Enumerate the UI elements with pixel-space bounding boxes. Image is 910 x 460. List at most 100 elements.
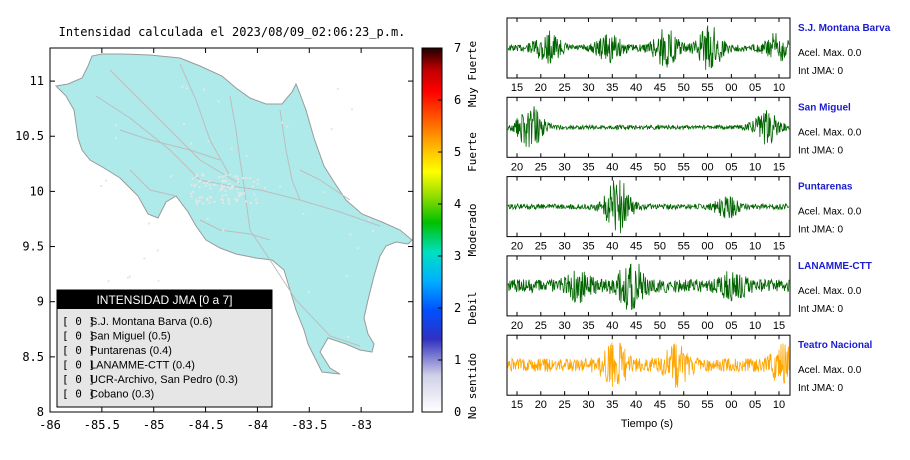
trace-tick-label: 00 [725, 399, 737, 411]
trace-tick-label: 55 [701, 82, 713, 94]
trace-tick-label: 10 [749, 241, 761, 253]
colorbar-tick-label: 0 [454, 405, 461, 419]
station-dot [191, 177, 194, 180]
station-name: Puntarenas [798, 182, 853, 193]
map-y-tick-label: 10 [30, 184, 44, 198]
station-dot [208, 201, 211, 204]
station-dot [207, 140, 210, 143]
legend-label: Cobano (0.3) [90, 389, 154, 401]
trace-tick-label: 15 [773, 320, 785, 332]
station-accel: Acel. Max. 0.0 [798, 286, 862, 297]
seismogram-panel: 15 20 25 30 35 40 45 50 55 00 05 10 Teatro Nacional A… [506, 334, 872, 411]
trace-tick-label: 20 [511, 320, 523, 332]
road-network [95, 63, 381, 347]
trace-tick-label: 05 [725, 320, 737, 332]
station-dot [229, 187, 232, 190]
trace-tick-label: 00 [701, 161, 713, 173]
intensity-legend: INTENSIDAD JMA [0 a 7] [ 0 ]S.J. Montana… [56, 289, 273, 408]
station-dot [322, 191, 325, 194]
trace-tick-label: 45 [630, 241, 642, 253]
station-dot [242, 176, 245, 179]
trace-tick-label: 00 [701, 241, 713, 253]
station-dot [157, 279, 160, 282]
station-dot [170, 175, 173, 178]
station-dots [100, 85, 375, 350]
station-dot [181, 85, 184, 88]
trace-tick-label: 50 [654, 161, 666, 173]
station-dot [302, 212, 305, 215]
station-dot [227, 200, 230, 203]
station-dot [253, 193, 256, 196]
station-dot [345, 274, 348, 277]
trace-tick-label: 35 [582, 161, 594, 173]
station-dot [245, 155, 248, 158]
legend-label: San Miguel (0.5) [90, 331, 171, 343]
station-dot [209, 187, 212, 190]
station-dot [252, 180, 255, 183]
trace-tick-label: 50 [654, 320, 666, 332]
map-y-tick-label: 8 [37, 405, 44, 419]
station-dot [222, 180, 225, 183]
station-dot [249, 177, 252, 180]
station-dot [148, 222, 151, 225]
station-dot [221, 186, 224, 189]
trace-tick-label: 10 [773, 399, 785, 411]
colorbar-level-label: Fuerte [466, 132, 479, 172]
trace-tick-label: 10 [749, 161, 761, 173]
station-dot [281, 121, 284, 124]
station-dot [214, 183, 217, 186]
station-dot [189, 192, 192, 195]
station-dot [205, 184, 208, 187]
station-dot [219, 189, 222, 192]
station-int: Int JMA: 0 [798, 304, 843, 315]
station-dot [228, 202, 231, 205]
station-dot [126, 276, 129, 279]
map-x-tick-label: -86 [39, 418, 61, 432]
station-dot [203, 88, 206, 91]
map-y-tick-label: 8.5 [22, 350, 44, 364]
station-dot [143, 257, 146, 260]
station-dot [206, 217, 209, 220]
map-x-tick-label: -84 [247, 418, 269, 432]
station-dot [222, 202, 225, 205]
station-dot [221, 199, 224, 202]
trace-tick-label: 50 [654, 241, 666, 253]
colorbar-tick-label: 3 [454, 249, 461, 263]
trace-tick-label: 45 [654, 82, 666, 94]
time-axis-label: Tiempo (s) [621, 418, 673, 430]
station-accel: Acel. Max. 0.0 [798, 48, 862, 59]
station-dot [199, 179, 202, 182]
trace-tick-label: 50 [678, 399, 690, 411]
trace-tick-label: 25 [535, 161, 547, 173]
legend-label: UCR-Archivo, San Pedro (0.3) [90, 374, 238, 386]
map-x-tick-label: -85.5 [84, 418, 120, 432]
trace-tick-label: 30 [582, 399, 594, 411]
station-dot [114, 124, 117, 127]
legend-items: [ 0 ]S.J. Montana Barva (0.6)[ 0 ]San Mi… [62, 315, 238, 401]
station-dot [217, 100, 220, 103]
trace-tick-label: 05 [725, 161, 737, 173]
station-dot [227, 197, 230, 200]
station-dot [372, 229, 375, 232]
seismogram-panels: 15 20 25 30 35 40 45 50 55 00 05 10 S.J. Montana Bar… [506, 17, 891, 411]
station-dot [307, 291, 310, 294]
costa-rica-land [54, 53, 413, 375]
station-dot [201, 174, 204, 177]
station-dot [212, 183, 215, 186]
station-dot [222, 229, 225, 232]
station-int: Int JMA: 0 [798, 145, 843, 156]
station-dot [224, 180, 227, 183]
station-dot [250, 202, 253, 205]
trace-tick-label: 30 [559, 241, 571, 253]
colorbar-gradient [421, 47, 443, 413]
seismogram-panel: 20 25 30 35 40 45 50 55 00 05 10 15 San Miguel Acel. … [506, 96, 862, 173]
station-dot [183, 123, 186, 126]
trace-tick-label: 15 [773, 241, 785, 253]
trace-tick-label: 35 [606, 82, 618, 94]
station-dot [195, 173, 198, 176]
trace-tick-label: 50 [678, 82, 690, 94]
station-dot [114, 136, 117, 139]
station-dot [221, 175, 224, 178]
legend-label: LANAMME-CTT (0.4) [90, 360, 195, 372]
